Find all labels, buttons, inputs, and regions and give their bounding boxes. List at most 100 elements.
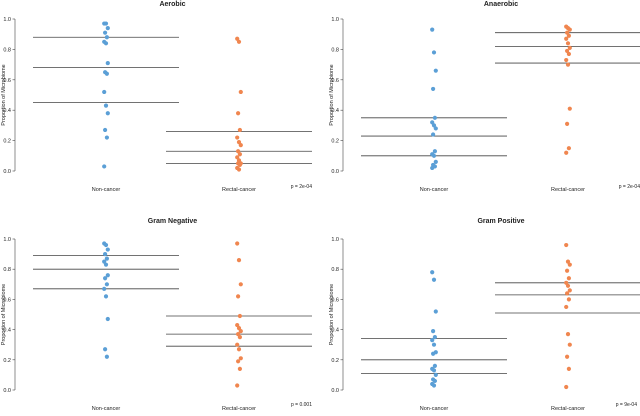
data-point — [236, 39, 242, 44]
y-tick-label: 0.8 — [331, 47, 339, 53]
y-tick-label: 1.0 — [3, 17, 11, 23]
data-point — [564, 384, 569, 390]
p-value-label: p = 2e-04 — [291, 184, 312, 190]
data-point — [564, 150, 569, 155]
data-point — [236, 258, 242, 263]
data-point — [235, 36, 240, 41]
data-point — [564, 242, 569, 248]
data-point — [565, 48, 570, 54]
data-point — [235, 383, 240, 388]
data-point — [565, 332, 571, 337]
data-point — [431, 368, 437, 373]
data-point — [105, 111, 110, 116]
y-tick-label: 0.0 — [3, 388, 11, 394]
data-point — [235, 322, 240, 328]
x-category-label: Rectal-cancer — [551, 406, 585, 412]
data-point — [104, 135, 109, 140]
data-point — [237, 313, 242, 319]
data-point — [236, 149, 241, 154]
data-point — [567, 342, 572, 347]
data-point — [432, 378, 437, 384]
data-point — [104, 71, 109, 76]
y-tick-label: 0.0 — [331, 388, 339, 394]
chart-title: Gram Negative — [148, 218, 198, 225]
data-point — [237, 335, 242, 340]
x-category-label: Non-cancer — [420, 187, 449, 193]
x-category-label: Rectal-cancer — [222, 406, 256, 412]
data-point — [431, 277, 437, 282]
data-point — [565, 62, 571, 67]
data-point — [103, 41, 109, 46]
data-point — [567, 27, 572, 32]
data-point — [430, 270, 435, 275]
data-point — [433, 309, 438, 314]
x-category-label: Rectal-cancer — [222, 187, 256, 193]
chart-title: Anaerobic — [484, 1, 518, 8]
y-tick-label: 1.0 — [3, 237, 11, 243]
y-tick-label: 0.0 — [3, 169, 11, 175]
data-point — [105, 26, 110, 31]
y-tick-label: 0.6 — [3, 297, 11, 303]
data-point — [565, 268, 570, 273]
p-value-label: p = 2e-04 — [619, 184, 640, 190]
data-point — [564, 36, 569, 41]
data-point — [235, 342, 240, 347]
data-point — [105, 316, 110, 322]
data-point — [102, 89, 107, 95]
data-point — [431, 86, 436, 92]
p-value-label: p = 9e-04 — [616, 402, 637, 408]
x-category-label: Non-cancer — [92, 406, 121, 412]
data-point — [431, 153, 437, 158]
data-point — [567, 45, 572, 50]
chart-panel-1: Aerobic 0.0 0.2 0.4 0.6 0.8 1.0 Proportion of M… — [1, 1, 312, 193]
data-point — [564, 57, 569, 63]
data-point — [102, 164, 107, 169]
data-point — [103, 262, 109, 267]
chart-panel-2: Anaerobic 0.0 0.2 0.4 0.6 0.8 1.0 Proportion of… — [329, 1, 640, 193]
data-point — [104, 35, 109, 40]
data-point — [567, 106, 572, 111]
data-point — [103, 30, 108, 35]
data-point — [235, 241, 240, 246]
data-point — [238, 143, 243, 148]
data-point — [566, 276, 572, 281]
data-point — [104, 282, 109, 287]
data-point — [432, 335, 437, 340]
data-point — [236, 111, 241, 116]
data-point — [431, 342, 437, 347]
data-point — [566, 146, 572, 151]
y-tick-label: 0.8 — [3, 267, 11, 273]
data-point — [565, 291, 570, 296]
data-point — [238, 329, 243, 334]
data-point — [237, 152, 242, 157]
data-point — [235, 135, 240, 140]
data-point — [431, 123, 437, 128]
data-point — [103, 127, 108, 133]
y-tick-label: 0.4 — [331, 108, 339, 114]
data-point — [565, 283, 571, 288]
y-tick-label: 0.6 — [331, 297, 339, 303]
data-point — [103, 276, 108, 281]
data-point — [565, 41, 571, 46]
data-point — [433, 159, 438, 164]
data-point — [566, 366, 572, 371]
y-tick-label: 0.2 — [3, 358, 11, 364]
x-category-label: Non-cancer — [92, 187, 121, 193]
chart-panel-3: Gram Negative 0.0 0.2 0.4 0.6 0.8 1.0 Proportio… — [1, 218, 312, 412]
data-point — [102, 286, 107, 291]
data-point — [236, 359, 241, 364]
y-tick-label: 1.0 — [331, 17, 339, 23]
data-point — [103, 103, 109, 108]
data-point — [105, 247, 110, 252]
data-point — [430, 27, 435, 32]
chart-title: Gram Positive — [477, 218, 524, 225]
y-tick-label: 1.0 — [331, 237, 339, 243]
p-value-label: p = 0.001 — [291, 402, 312, 408]
y-tick-label: 0.2 — [3, 139, 11, 145]
data-point — [236, 325, 242, 331]
data-point — [431, 351, 436, 356]
data-point — [236, 167, 242, 172]
data-point — [431, 383, 437, 388]
x-category-label: Rectal-cancer — [551, 187, 585, 193]
data-point — [103, 21, 109, 26]
